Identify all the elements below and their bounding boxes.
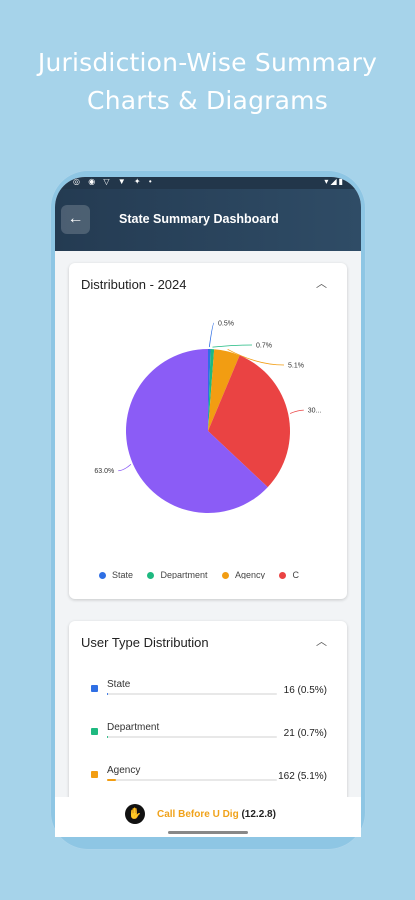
pie-slice-other[interactable] <box>125 349 268 513</box>
pie-slice-state[interactable] <box>208 349 211 431</box>
row-value: 21 (0.7%) <box>283 728 327 739</box>
legend-dot <box>147 572 155 579</box>
legend-item-state[interactable]: State <box>99 570 133 579</box>
app-footer: ✋ Call Before U Dig (12.2.8) <box>55 797 361 837</box>
legend-dot <box>279 572 287 579</box>
row-progress-track <box>107 693 277 695</box>
user-type-card-title: User Type Distribution <box>81 635 209 650</box>
distribution-card: Distribution - 2024 ︿ 0.5% 0.7% 5.1% 30... 6… <box>69 263 347 599</box>
back-button[interactable]: ← <box>61 205 90 234</box>
pie-leader-line <box>208 322 215 348</box>
chevron-up-icon[interactable]: ︿ <box>316 278 327 290</box>
pie-leader-line <box>227 348 285 366</box>
legend-dot <box>99 572 106 579</box>
pie-legend: State Department Agency C <box>99 565 339 579</box>
row-color-square <box>91 728 98 735</box>
row-name: State <box>107 679 131 690</box>
legend-item-c[interactable]: C <box>279 570 299 579</box>
row-progress-fill <box>107 693 108 695</box>
phone-screen: ◎ ◉ ▽ ▼ ✦ • ▾◢▮ ← State Summary Dashboar… <box>55 177 361 837</box>
home-indicator[interactable] <box>168 831 248 834</box>
status-icons-right: ▾◢▮ <box>324 177 345 186</box>
row-color-square <box>91 685 98 692</box>
legend-label: Agency <box>234 570 265 579</box>
arrow-left-icon: ← <box>67 210 84 227</box>
pie-slice-agency[interactable] <box>208 349 240 431</box>
distribution-card-title: Distribution - 2024 <box>81 277 187 292</box>
user-type-row-department: Department 21 (0.7%) <box>89 720 327 746</box>
user-type-row-agency: Agency 162 (5.1%) <box>89 763 327 789</box>
row-color-square <box>91 771 98 778</box>
legend-label: State <box>112 570 134 579</box>
headline-line-2: Charts & Diagrams <box>87 86 328 115</box>
legend-label: Department <box>160 570 208 579</box>
promo-headline: Jurisdiction-Wise Summary Charts & Diagr… <box>0 44 415 120</box>
pie-slice-label: 0.5% <box>218 321 234 328</box>
status-icons-left: ◎ ◉ ▽ ▼ ✦ • <box>73 177 155 186</box>
scroll-content[interactable]: Distribution - 2024 ︿ 0.5% 0.7% 5.1% 30... 6… <box>55 251 361 797</box>
headline-line-1: Jurisdiction-Wise Summary <box>37 48 378 77</box>
pie-slice-label: 30... <box>308 408 322 415</box>
row-value: 162 (5.1%) <box>278 771 327 782</box>
user-type-card: User Type Distribution ︿ State 16 (0.5%)… <box>69 621 347 797</box>
pie-leader-line <box>289 409 304 414</box>
status-bar: ◎ ◉ ▽ ▼ ✦ • ▾◢▮ <box>55 177 361 189</box>
pie-slice-department[interactable] <box>208 349 215 431</box>
distribution-pie-chart: 0.5% 0.7% 5.1% 30... 63.0% <box>94 321 322 513</box>
row-name: Department <box>107 722 160 733</box>
footer-version: (12.2.8) <box>241 809 276 820</box>
pie-slice-label: 5.1% <box>288 363 304 370</box>
legend-item-agency[interactable]: Agency <box>221 570 265 579</box>
brand-logo-icon: ✋ <box>125 804 145 824</box>
row-progress-track <box>107 736 277 738</box>
legend-dot <box>221 572 229 579</box>
pie-slice-label: 63.0% <box>94 468 114 475</box>
footer-brand: Call Before U Dig (12.2.8) <box>157 809 276 820</box>
row-name: Agency <box>107 765 141 776</box>
row-progress-fill <box>107 779 116 781</box>
row-value: 16 (0.5%) <box>283 685 327 696</box>
pie-leader-line <box>212 344 253 348</box>
pie-slice-c[interactable] <box>208 355 290 488</box>
legend-label: C <box>292 570 299 579</box>
legend-item-department[interactable]: Department <box>147 570 208 579</box>
row-progress-fill <box>107 736 109 738</box>
pie-leader-line <box>118 464 132 472</box>
chevron-up-icon[interactable]: ︿ <box>316 636 327 648</box>
page-title: State Summary Dashboard <box>119 212 279 226</box>
pie-slice-label: 0.7% <box>256 343 272 350</box>
user-type-row-state: State 16 (0.5%) <box>89 677 327 703</box>
footer-brand-name: Call Before U Dig <box>157 809 239 820</box>
row-progress-track <box>107 779 277 781</box>
app-bar: ← State Summary Dashboard <box>55 189 361 251</box>
